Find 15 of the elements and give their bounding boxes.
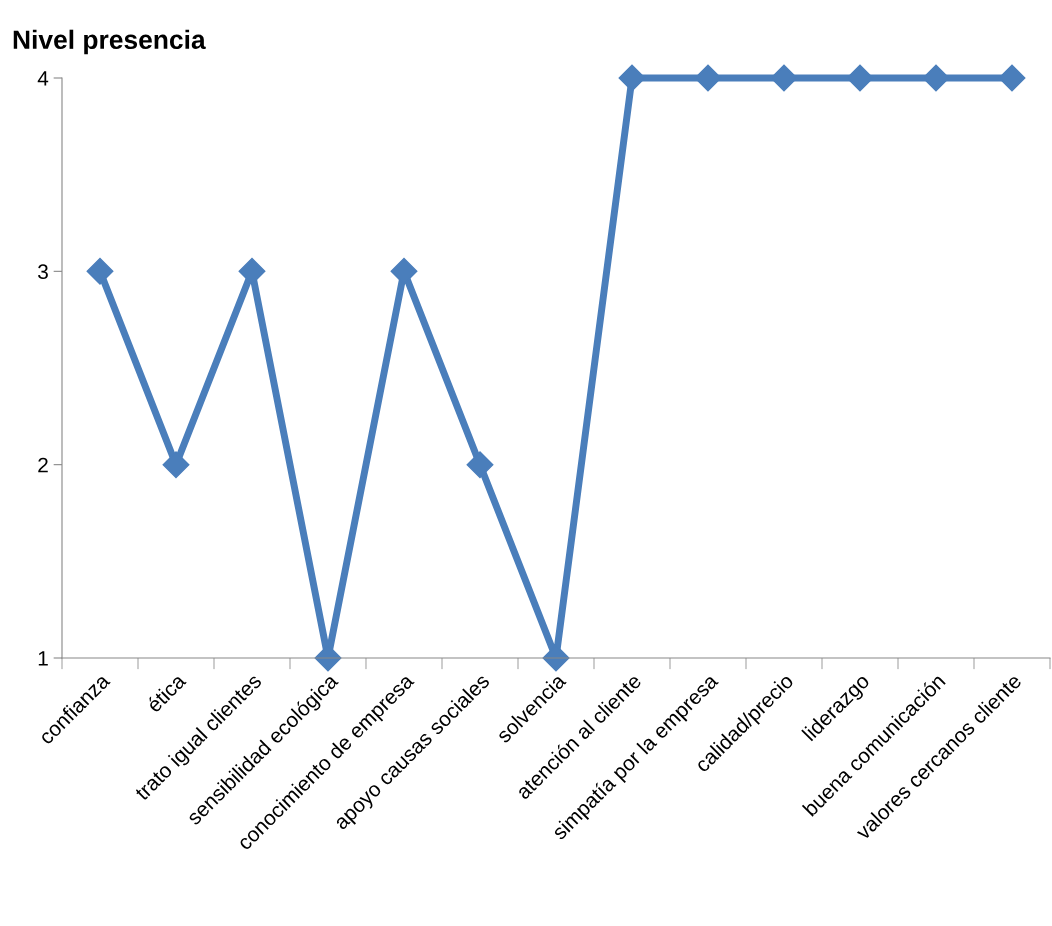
y-tick-label: 4 [37, 71, 49, 86]
point [846, 64, 874, 92]
point [618, 64, 646, 92]
point [922, 64, 950, 92]
point [770, 64, 798, 92]
y-tick-label: 1 [38, 651, 48, 666]
point [86, 257, 114, 285]
point [162, 451, 190, 479]
y-axis-title: Nivel presencia [13, 29, 206, 55]
point [466, 451, 494, 479]
x-tick-label: ética [145, 671, 187, 714]
y-tick-label: 2 [38, 457, 48, 473]
y-tick-label: 3 [38, 264, 48, 280]
point [998, 64, 1026, 92]
point [694, 64, 722, 92]
